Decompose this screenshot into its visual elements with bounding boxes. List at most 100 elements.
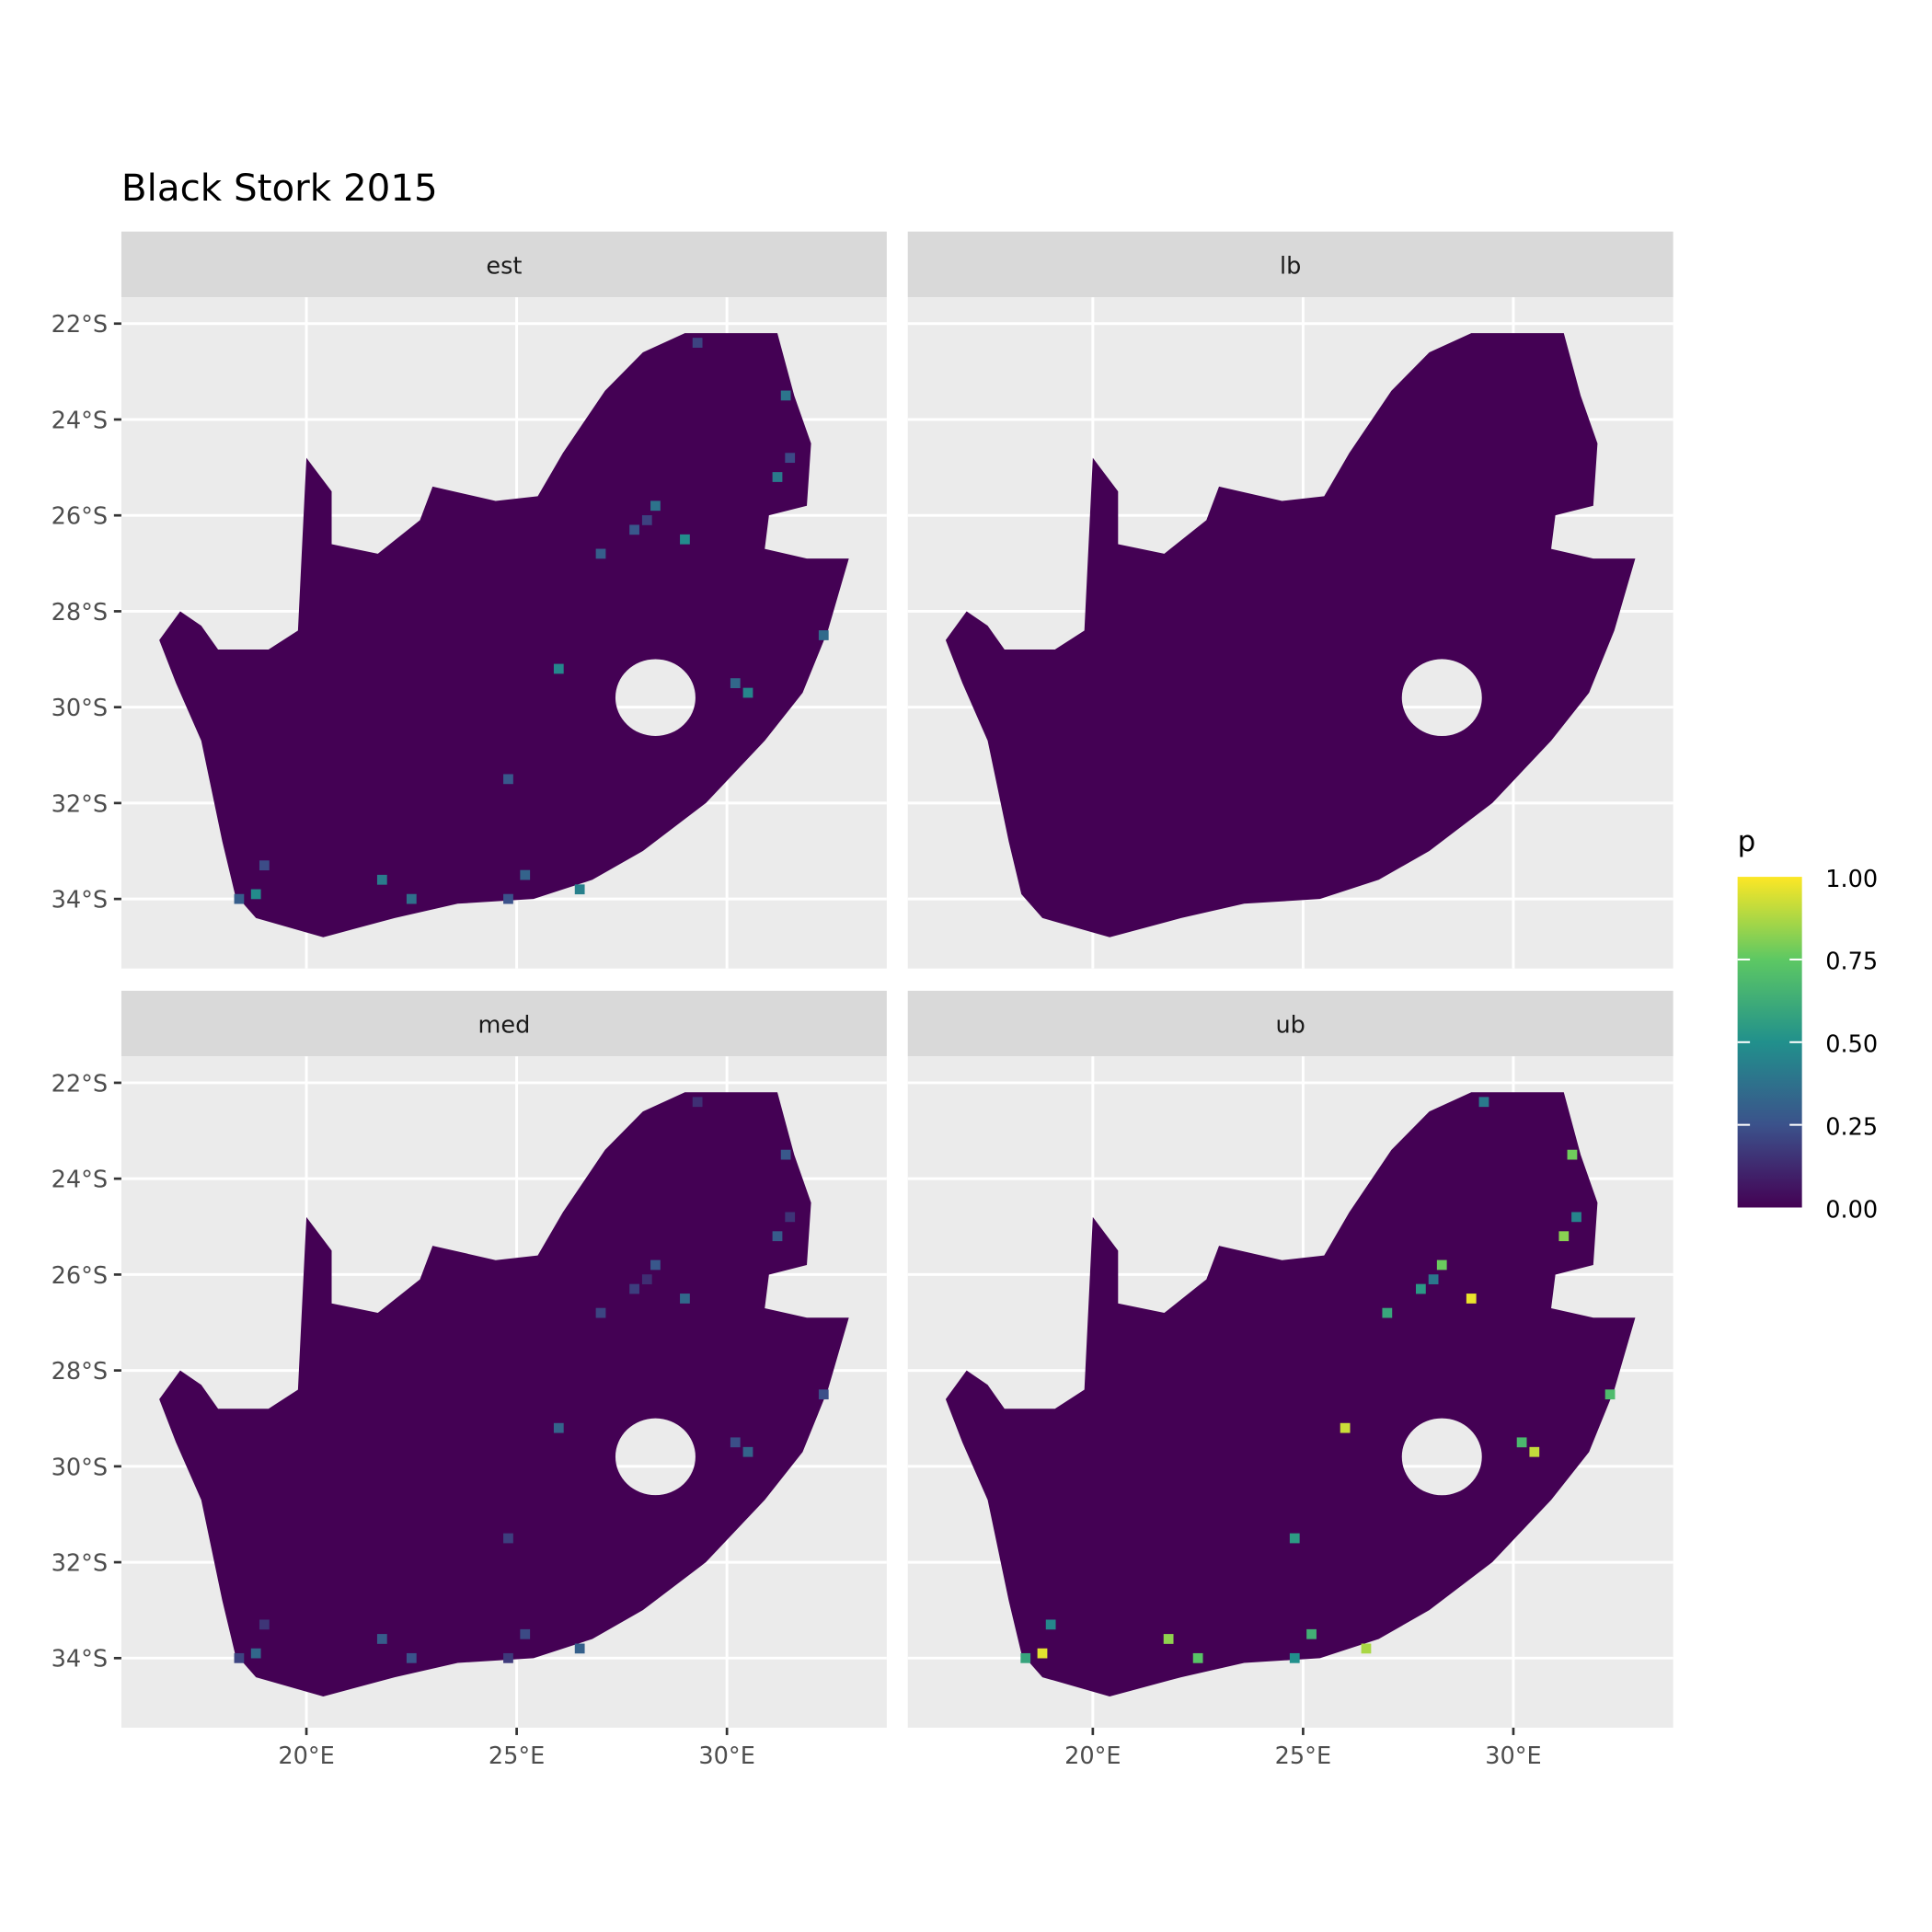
hotspot-cell	[376, 1634, 387, 1644]
hotspot-cell	[503, 893, 513, 904]
hotspot-cell	[595, 548, 606, 559]
hotspot-cell	[1045, 1619, 1056, 1630]
hotspot-cell	[520, 869, 531, 880]
hotspot-cell	[234, 1652, 245, 1663]
hotspot-cell	[730, 678, 741, 688]
chart-title: Black Stork 2015	[121, 167, 438, 210]
x-tick-label: 20°E	[278, 1742, 334, 1770]
y-tick-label: 22°S	[52, 311, 109, 339]
facet-med: med 22°S 24°S 26°S 28°S 30°S 32°S 34°S 20°E 25°E 3…	[52, 990, 887, 1770]
hotspot-cell	[1361, 1643, 1372, 1654]
facet-strip	[907, 231, 1673, 298]
map-cells	[945, 1092, 1636, 1696]
hotspot-cell	[595, 1307, 606, 1318]
legend-label: 0.25	[1825, 1113, 1878, 1141]
hotspot-cell	[1436, 1259, 1447, 1271]
x-tick-label: 30°E	[1485, 1742, 1541, 1770]
hotspot-cell	[376, 874, 387, 885]
hotspot-cell	[641, 515, 652, 525]
facet-label: est	[486, 253, 522, 281]
hotspot-cell	[818, 1389, 829, 1400]
hotspot-cell	[780, 390, 791, 401]
hotspot-cell	[250, 889, 261, 900]
hotspot-cell	[629, 524, 639, 535]
hotspot-cell	[503, 774, 513, 785]
y-tick-label: 34°S	[52, 1646, 109, 1673]
facet-ub: ub 20°E 25°E 30°E	[907, 990, 1673, 1770]
hotspot-cell	[1289, 1533, 1300, 1544]
hotspot-cell	[680, 1294, 690, 1304]
map-cells	[159, 333, 849, 937]
hotspot-cell	[772, 1231, 783, 1242]
hotspot-cell	[553, 1422, 564, 1433]
hotspot-cell	[730, 1437, 741, 1448]
hotspot-cell	[1340, 1422, 1351, 1433]
hotspot-cell	[1529, 1446, 1540, 1457]
hotspot-cell	[818, 630, 829, 640]
hotspot-cell	[259, 1619, 270, 1630]
y-tick-label: 28°S	[52, 1358, 109, 1386]
map-cells	[159, 1092, 849, 1696]
y-tick-label: 32°S	[52, 790, 109, 818]
hotspot-cell	[692, 1097, 703, 1108]
legend-label: 0.75	[1825, 949, 1878, 976]
facet-label: lb	[1280, 253, 1301, 281]
y-tick-label: 34°S	[52, 887, 109, 914]
hotspot-cell	[629, 1283, 639, 1294]
hotspot-cell	[785, 1212, 796, 1223]
hotspot-cell	[1037, 1648, 1048, 1659]
hotspot-cell	[772, 472, 783, 482]
legend: p 1.00 0.75 0.50 0.25 0.00	[1737, 825, 1878, 1224]
hotspot-cell	[780, 1149, 791, 1160]
y-tick-label: 30°S	[52, 1454, 109, 1481]
x-tick-label: 25°E	[489, 1742, 545, 1770]
hotspot-cell	[520, 1628, 531, 1639]
hotspot-cell	[1516, 1437, 1527, 1448]
facet-label: ub	[1275, 1012, 1305, 1040]
hotspot-cell	[1382, 1307, 1393, 1318]
y-tick-label: 24°S	[52, 1167, 109, 1194]
hotspot-cell	[692, 338, 703, 348]
legend-label: 1.00	[1825, 866, 1878, 893]
y-tick-label: 22°S	[52, 1070, 109, 1098]
hotspot-cell	[742, 687, 753, 698]
hotspot-cell	[250, 1648, 261, 1659]
hotspot-cell	[503, 1533, 513, 1544]
y-tick-label: 26°S	[52, 503, 109, 531]
y-tick-label: 32°S	[52, 1550, 109, 1578]
facet-strip	[907, 990, 1673, 1057]
facet-est: est 22°S 24°S 26°S 28°S 30°S 32°S 34°S	[52, 231, 887, 969]
legend-label: 0.50	[1825, 1031, 1878, 1059]
hotspot-cell	[1558, 1231, 1570, 1242]
x-tick-label: 25°E	[1275, 1742, 1331, 1770]
y-tick-label: 28°S	[52, 599, 109, 627]
hotspot-cell	[1192, 1652, 1203, 1663]
hotspot-cell	[1466, 1294, 1477, 1304]
hotspot-cell	[406, 1652, 417, 1663]
hotspot-cell	[503, 1652, 513, 1663]
hotspot-cell	[641, 1274, 652, 1284]
map-cells	[945, 333, 1636, 937]
legend-title: p	[1738, 825, 1756, 858]
hotspot-cell	[650, 1259, 661, 1271]
y-tick-label: 24°S	[52, 407, 109, 434]
facet-strip	[121, 231, 887, 298]
hotspot-cell	[1306, 1628, 1317, 1639]
hotspot-cell	[1604, 1389, 1616, 1400]
hotspot-cell	[1478, 1097, 1489, 1108]
hotspot-cell	[1289, 1652, 1300, 1663]
hotspot-cell	[259, 860, 270, 871]
y-tick-label: 30°S	[52, 695, 109, 722]
hotspot-cell	[650, 500, 661, 512]
x-tick-label: 20°E	[1064, 1742, 1121, 1770]
hotspot-cell	[1416, 1283, 1426, 1294]
hotspot-cell	[785, 453, 796, 464]
hotspot-cell	[574, 884, 585, 895]
hotspot-cell	[1020, 1652, 1031, 1663]
hotspot-cell	[742, 1446, 753, 1457]
hotspot-cell	[680, 534, 690, 545]
y-tick-label: 26°S	[52, 1262, 109, 1290]
hotspot-cell	[1428, 1274, 1439, 1284]
x-tick-label: 30°E	[698, 1742, 754, 1770]
hotspot-cell	[1571, 1212, 1581, 1223]
